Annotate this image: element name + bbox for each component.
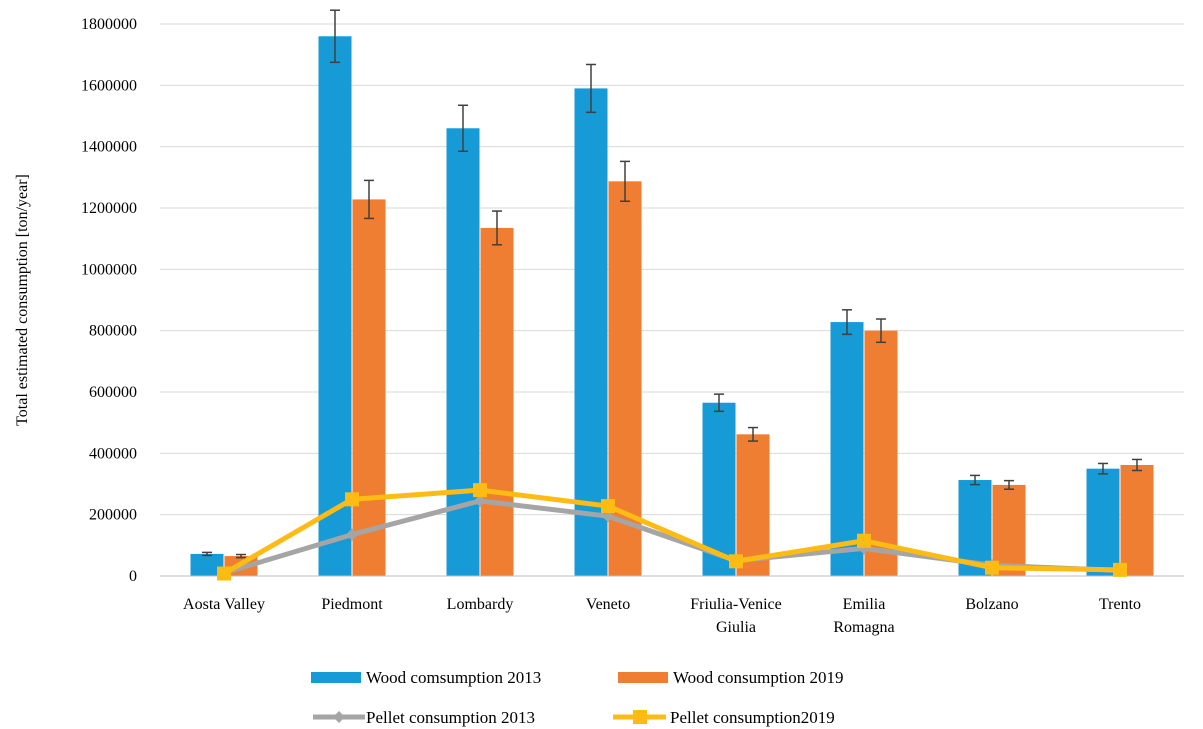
- data-point: [602, 510, 614, 523]
- data-point: [857, 533, 871, 548]
- bar: [190, 553, 224, 576]
- x-tick-label: Romagna: [833, 619, 894, 636]
- x-tick-label: Emilia: [843, 596, 886, 613]
- x-tick-label: Piedmont: [321, 596, 383, 613]
- y-tick-label: 1600000: [81, 77, 137, 94]
- y-tick-labels: 0 200000 400000 600000 800000 1000000 1200000 1…: [81, 16, 137, 585]
- x-tick-label: Veneto: [586, 596, 630, 613]
- bar: [574, 88, 608, 577]
- legend-swatch: [618, 672, 668, 683]
- data-point: [474, 494, 486, 507]
- error-bars: [202, 9, 1142, 559]
- y-tick-label: 800000: [89, 323, 137, 340]
- y-tick-label: 600000: [89, 384, 137, 401]
- legend-marker: [333, 711, 345, 723]
- y-tick-label: 1200000: [81, 200, 137, 217]
- legend-label: Wood consumption 2019: [673, 668, 844, 687]
- bar: [480, 227, 514, 576]
- bar: [1086, 468, 1120, 576]
- legend-label: Pellet consumption 2013: [366, 708, 535, 727]
- grid-lines: [160, 23, 1184, 516]
- data-point: [985, 560, 999, 575]
- x-tick-label: Lombardy: [447, 596, 514, 613]
- series-line: [222, 487, 1121, 576]
- legend-label: Wood comsumption 2013: [366, 668, 541, 687]
- data-point: [217, 566, 231, 581]
- x-tick-label: Aosta Valley: [183, 596, 265, 613]
- y-tick-label: 1400000: [81, 139, 137, 156]
- bar: [1120, 464, 1154, 576]
- x-tick-label: Giulia: [716, 619, 756, 636]
- bar: [318, 36, 352, 577]
- data-point: [1113, 562, 1127, 577]
- y-tick-label: 1000000: [81, 261, 137, 278]
- x-tick-labels: Aosta Valley Piedmont Lombardy Veneto Friuli…: [183, 596, 1141, 636]
- bar: [736, 434, 770, 576]
- y-tick-label: 200000: [89, 507, 137, 524]
- data-point: [729, 554, 743, 569]
- y-tick-label: 400000: [89, 445, 137, 462]
- data-point: [473, 483, 487, 498]
- y-axis-label: Total estimated consumption [ton/year]: [14, 174, 31, 426]
- bar: [352, 199, 386, 576]
- bar: [830, 322, 864, 576]
- legend: Wood comsumption 2013 Wood consumption 20…: [311, 668, 844, 727]
- y-tick-label: 0: [129, 568, 137, 585]
- legend-swatch: [311, 672, 361, 683]
- legend-label: Pellet consumption2019: [670, 708, 835, 727]
- x-tick-label: Bolzano: [965, 596, 1018, 613]
- data-point: [346, 528, 358, 541]
- y-tick-label: 1800000: [81, 16, 137, 33]
- data-point: [601, 499, 615, 514]
- pellet-lines: [217, 483, 1127, 581]
- data-point: [345, 492, 359, 507]
- bars: [190, 36, 1154, 577]
- x-tick-label: Friulia-Venice: [690, 596, 782, 613]
- legend-marker: [633, 710, 647, 724]
- x-tick-label: Trento: [1099, 596, 1141, 613]
